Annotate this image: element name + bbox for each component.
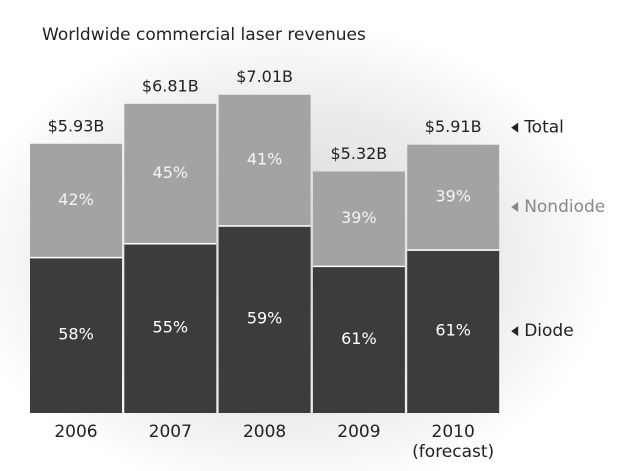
legend-arrow <box>511 202 519 213</box>
bar-segment <box>312 171 405 266</box>
legend-label: Diode <box>524 321 573 341</box>
bar-segment <box>218 225 311 413</box>
x-tick-label: 2008 <box>242 422 287 442</box>
data-label: 61% <box>341 329 377 348</box>
legend-arrow <box>511 326 519 337</box>
data-label: 39% <box>435 187 471 206</box>
x-tick-label: 2010 (forecast) <box>412 422 495 462</box>
data-label: 55% <box>153 317 189 336</box>
x-tick-label: 2007 <box>148 422 192 442</box>
data-label: 59% <box>247 309 283 328</box>
x-tick-label: 2006 <box>54 422 98 442</box>
bar-segment <box>312 265 405 413</box>
data-label: 58% <box>58 324 94 343</box>
bar-segment <box>124 103 217 243</box>
bar-segment <box>30 143 122 257</box>
total-label: $7.01B <box>236 67 293 86</box>
data-label: 45% <box>153 163 189 182</box>
bar-segment <box>407 144 500 250</box>
x-tick-label: 2009 <box>337 422 381 442</box>
legend-label: Nondiode <box>524 197 605 217</box>
data-label: 41% <box>247 149 283 168</box>
chart-title: Worldwide commercial laser revenues <box>42 25 366 45</box>
data-label: 42% <box>58 190 94 209</box>
total-label: $6.81B <box>142 76 199 95</box>
total-label: $5.32B <box>331 144 388 163</box>
data-label: 39% <box>341 208 377 227</box>
total-label: $5.93B <box>48 116 105 135</box>
data-label: 61% <box>435 321 471 340</box>
bar-segment <box>407 249 500 413</box>
legend-label: Total <box>523 118 564 138</box>
bar-segment <box>218 94 311 226</box>
total-label: $5.91B <box>425 117 482 136</box>
legend-arrow <box>511 122 519 133</box>
bar-segment <box>30 256 122 413</box>
bar-segment <box>124 242 217 413</box>
